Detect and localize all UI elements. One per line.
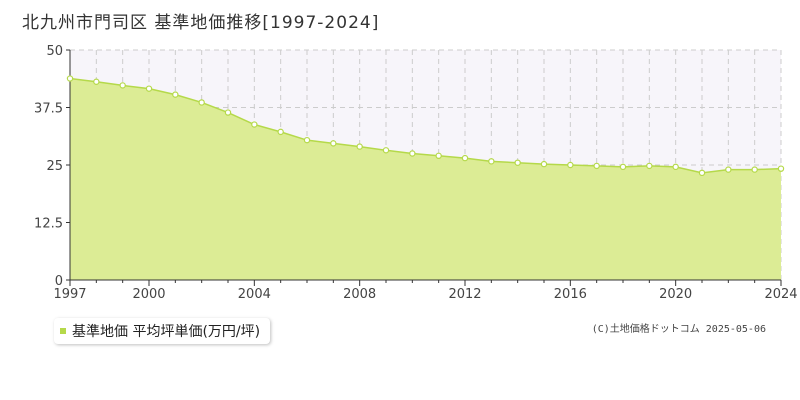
x-tick-label: 2012 [448,287,481,302]
data-point [672,163,679,171]
data-point [646,162,653,170]
y-tick-label: 25 [46,159,63,174]
area-layer [69,77,782,281]
data-point [540,160,548,168]
data-point [303,136,311,144]
x-tick-label: 2024 [764,287,797,302]
data-point [698,169,706,177]
x-tick-label: 2004 [238,287,271,302]
data-point [145,85,153,92]
data-point [435,152,442,159]
x-tick-label: 1997 [53,287,86,302]
data-point [382,147,390,154]
data-point [172,91,179,98]
data-point [224,109,232,116]
series-line [69,77,782,174]
axis-layer [66,49,782,286]
series-area [70,78,781,281]
data-point [251,121,258,128]
data-point [356,143,363,150]
y-tick-label: 12.5 [34,217,63,232]
y-tick-label: 0 [55,274,63,289]
legend-swatch [60,328,66,334]
copyright-text: (C)土地価格ドットコム 2025-05-06 [591,324,766,335]
chart-title: 北九州市門司区 基準地価推移[1997-2024] [22,13,380,33]
data-point [725,166,732,173]
data-point [66,75,74,82]
data-point [777,165,785,172]
data-point [461,154,469,162]
y-tick-label: 37.5 [34,102,63,117]
data-point [488,158,495,165]
points-layer [66,75,785,177]
data-point [514,159,521,166]
legend: 基準地価 平均坪単価(万円/坪) [54,318,271,344]
x-tick-label: 2016 [554,287,587,302]
data-point [277,128,284,136]
data-point [619,163,627,171]
data-point [330,140,337,147]
data-point [119,82,126,89]
y-tick-label: 50 [46,44,63,59]
legend-label: 基準地価 平均坪単価(万円/坪) [72,324,261,340]
x-tick-label: 2020 [659,287,692,302]
data-point [93,78,100,85]
x-tick-label: 2008 [343,287,376,302]
x-tick-label: 2000 [132,287,165,302]
data-point [751,166,758,173]
data-point [593,162,600,170]
data-point [567,161,574,169]
label-layer: 0 12.5 25 37.5 50 1997 2000 2004 2008 2012 2016 202… [34,44,798,302]
data-point [198,99,205,106]
data-point [409,150,416,157]
